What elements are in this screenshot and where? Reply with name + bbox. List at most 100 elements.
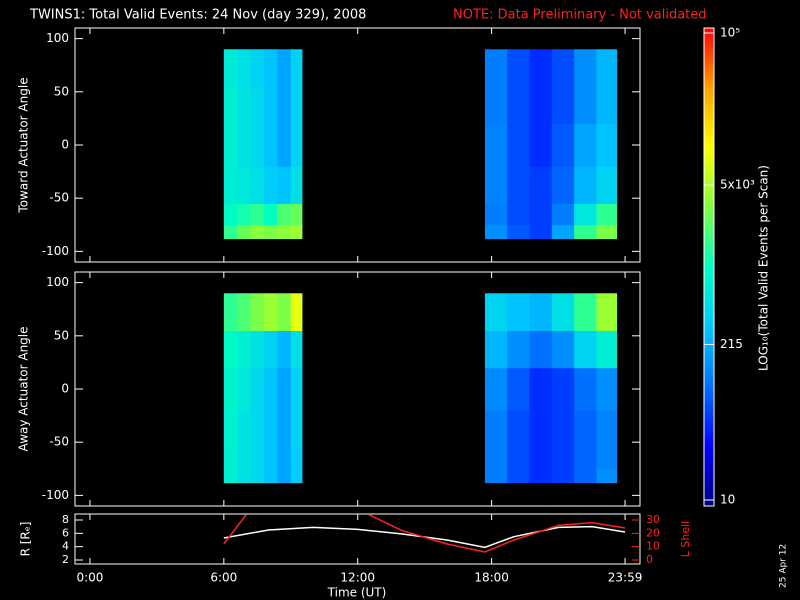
- heatmap-cell: [223, 447, 238, 470]
- heatmap-cell: [264, 293, 278, 331]
- heatmap-cell: [484, 330, 508, 369]
- heatmap-cell: [250, 86, 265, 125]
- heatmap-cell: [290, 330, 303, 369]
- heatmap-cell: [223, 49, 238, 87]
- heatmap-cell: [250, 49, 265, 87]
- heatmap-cell: [277, 293, 292, 331]
- heatmap-cell: [551, 49, 575, 87]
- colorbar-tick-label: 10⁵: [720, 26, 740, 40]
- y-tick-label: 8: [62, 513, 69, 526]
- heatmap-cell: [223, 330, 238, 369]
- heatmap-cell: [277, 367, 292, 411]
- x-tick-label: 6:00: [210, 571, 237, 585]
- heatmap-cell: [507, 468, 531, 484]
- heatmap-cell: [484, 468, 508, 484]
- heatmap-cell: [237, 203, 252, 226]
- plot-area: [74, 513, 641, 565]
- heatmap-cell: [250, 293, 265, 331]
- heatmap-cell: [596, 468, 618, 484]
- y-tick-label: -50: [49, 191, 69, 205]
- orbit-lines: [223, 514, 626, 553]
- colorbar-tick-label: 10: [720, 493, 735, 507]
- heatmap-cell: [551, 123, 575, 167]
- heatmap-cell: [290, 49, 303, 87]
- heatmap-cell: [551, 166, 575, 204]
- heatmap-cell: [596, 49, 618, 87]
- y-tick-label: 50: [54, 328, 69, 342]
- heatmap-cell: [290, 410, 303, 448]
- heatmap-cell: [529, 49, 553, 87]
- heatmap-cell: [596, 123, 618, 167]
- heatmap-cell: [551, 447, 575, 470]
- heatmap-cell: [529, 166, 553, 204]
- heatmap-cell: [264, 203, 278, 226]
- heatmap-cell: [250, 224, 265, 240]
- heatmap-cell: [237, 447, 252, 470]
- heatmap-cell: [484, 123, 508, 167]
- heatmap-cell: [290, 447, 303, 470]
- heatmap-cell: [484, 447, 508, 470]
- orbit-line: [368, 514, 626, 553]
- heatmap-cell: [484, 293, 508, 331]
- heatmap-cell: [277, 49, 292, 87]
- heatmap-cell: [290, 367, 303, 411]
- heatmap-cell: [264, 166, 278, 204]
- heatmap-cell: [574, 468, 597, 484]
- y-tick-label: 0: [61, 138, 69, 152]
- y2-tick-label: 30: [646, 513, 660, 526]
- heatmap-cell: [277, 86, 292, 125]
- heatmap-cell: [237, 330, 252, 369]
- x-tick-label: 12:00: [340, 571, 375, 585]
- heatmap-cell: [574, 123, 597, 167]
- heatmap-cell: [237, 367, 252, 411]
- title: TWINS1: Total Valid Events: 24 Nov (day …: [29, 8, 366, 23]
- heatmap-cell: [529, 203, 553, 226]
- heatmap-cell: [223, 224, 238, 240]
- heatmap-cell: [264, 86, 278, 125]
- heatmap-cell: [484, 86, 508, 125]
- heatmap-cell: [596, 203, 618, 226]
- heatmap-cell: [264, 330, 278, 369]
- heatmap-cell: [290, 468, 303, 484]
- heatmap-cell: [529, 468, 553, 484]
- heatmap-cell: [250, 468, 265, 484]
- colorbar-tick-label: 215: [720, 337, 743, 351]
- heatmap-cell: [551, 86, 575, 125]
- heatmap-cell: [596, 447, 618, 470]
- y-tick-label: 0: [61, 382, 69, 396]
- heatmap-cell: [551, 203, 575, 226]
- heatmap-cell: [223, 410, 238, 448]
- heatmap-cell: [277, 468, 292, 484]
- heatmap-cell: [277, 410, 292, 448]
- x-tick-label: 18:00: [474, 571, 509, 585]
- heatmap-cell: [223, 123, 238, 167]
- x-axis-label: Time (UT): [327, 586, 387, 600]
- heatmap-cell: [264, 367, 278, 411]
- heatmap-cell: [529, 293, 553, 331]
- y-tick-label: 100: [46, 31, 69, 45]
- heatmap-cell: [574, 86, 597, 125]
- heatmap-cell: [250, 367, 265, 411]
- heatmap-cell: [596, 330, 618, 369]
- date-stamp: 25 Apr 12: [779, 544, 789, 588]
- y-tick-label: -100: [42, 244, 69, 258]
- heatmap-cell: [264, 468, 278, 484]
- heatmap-cell: [237, 86, 252, 125]
- heatmap-cell: [484, 203, 508, 226]
- heatmap-cell: [484, 367, 508, 411]
- y-axis-label: R [Rₑ]: [19, 522, 33, 557]
- heatmap-cell: [277, 224, 292, 240]
- heatmap-cell: [529, 86, 553, 125]
- heatmap-cell: [250, 123, 265, 167]
- heatmap-cell: [596, 293, 618, 331]
- heatmap-cell: [574, 447, 597, 470]
- heatmap-cell: [551, 224, 575, 240]
- heatmap-cell: [507, 293, 531, 331]
- heatmap-cell: [264, 123, 278, 167]
- heatmap-cell: [277, 166, 292, 204]
- heatmap-cell: [529, 410, 553, 448]
- heatmap-cell: [277, 330, 292, 369]
- heatmap-cell: [507, 203, 531, 226]
- orbit-line: [223, 525, 626, 549]
- heatmap-cell: [484, 410, 508, 448]
